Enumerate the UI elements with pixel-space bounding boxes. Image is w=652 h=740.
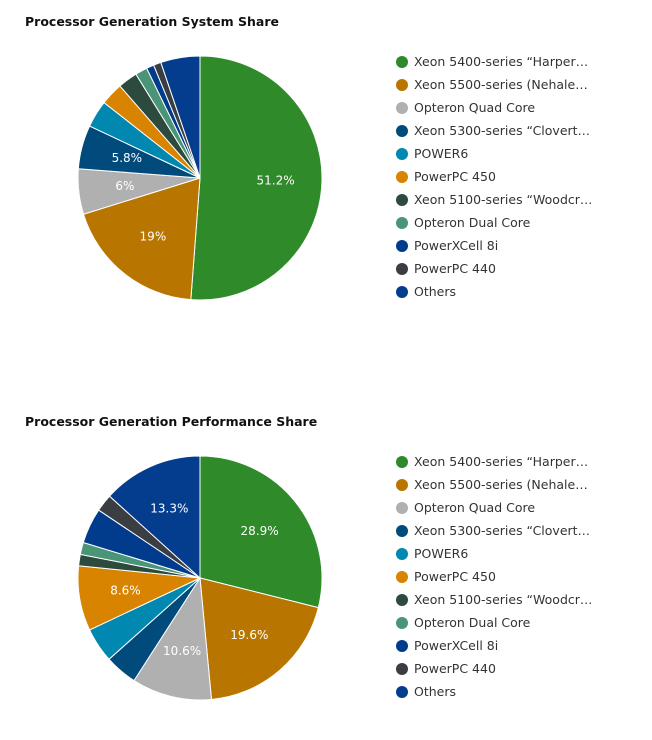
performance-share-chart: Processor Generation Performance Share 2… [0, 400, 652, 740]
legend-item-xeon-5300-series-clovert[interactable]: Xeon 5300-series “Clovert… [396, 119, 592, 142]
legend-item-xeon-5300-series-clovert[interactable]: Xeon 5300-series “Clovert… [396, 519, 592, 542]
legend-item-xeon-5500-series-nehale[interactable]: Xeon 5500-series (Nehale… [396, 73, 592, 96]
legend-label: PowerXCell 8i [414, 238, 499, 253]
legend-label: Opteron Dual Core [414, 215, 531, 230]
chart-title: Processor Generation System Share [25, 14, 279, 29]
legend-label: PowerPC 450 [414, 569, 496, 584]
pie-chart: 28.9% 19.6% 10.6% 8.6% 13.3% [77, 455, 323, 701]
slice-data-label: 19.6% [230, 628, 268, 642]
legend-item-powerxcell-8i[interactable]: PowerXCell 8i [396, 234, 592, 257]
legend-item-opteron-quad-core[interactable]: Opteron Quad Core [396, 96, 592, 119]
pie-slice-xeon-5500-series-nehale [82, 177, 201, 301]
chart-title: Processor Generation Performance Share [25, 414, 318, 429]
slice-data-label: 13.3% [150, 501, 188, 515]
legend-label: Xeon 5100-series “Woodcr… [414, 192, 593, 207]
legend-swatch [396, 662, 408, 675]
legend-label: PowerPC 440 [414, 261, 496, 276]
legend-swatch [396, 193, 408, 206]
slice-data-label: 10.6% [163, 644, 201, 658]
legend-label: PowerXCell 8i [414, 638, 499, 653]
legend-item-others[interactable]: Others [396, 680, 592, 703]
legend-swatch [396, 78, 408, 91]
legend: Xeon 5400-series “Harper… Xeon 5500-serie… [396, 50, 592, 303]
legend-item-opteron-dual-core[interactable]: Opteron Dual Core [396, 211, 592, 234]
legend-swatch [396, 216, 408, 229]
legend-item-powerpc-440[interactable]: PowerPC 440 [396, 657, 592, 680]
legend-item-xeon-5400-series-harper[interactable]: Xeon 5400-series “Harper… [396, 450, 592, 473]
legend-swatch [396, 478, 408, 491]
legend-label: Others [414, 284, 457, 299]
pie-slice-others [160, 55, 201, 179]
legend-swatch [396, 593, 408, 606]
legend-label: Xeon 5500-series (Nehale… [414, 77, 588, 92]
pie-slice-xeon-5400-series-harper [190, 55, 323, 301]
legend-item-others[interactable]: Others [396, 280, 592, 303]
legend-swatch [396, 262, 408, 275]
legend-label: Xeon 5500-series (Nehale… [414, 477, 588, 492]
legend-swatch [396, 639, 408, 652]
legend-swatch [396, 239, 408, 252]
legend-item-power6[interactable]: POWER6 [396, 542, 592, 565]
pie-chart: 51.2% 19% 6% 5.8% [77, 55, 323, 301]
legend-swatch [396, 616, 408, 629]
legend-label: Xeon 5100-series “Woodcr… [414, 592, 593, 607]
slice-data-label: 8.6% [110, 583, 140, 597]
slice-data-label: 5.8% [112, 151, 143, 165]
pie-slice-others [108, 455, 201, 580]
legend-label: POWER6 [414, 546, 469, 561]
legend-swatch [396, 170, 408, 183]
legend-swatch [396, 547, 408, 560]
legend-label: Xeon 5300-series “Clovert… [414, 523, 591, 538]
legend-label: POWER6 [414, 146, 469, 161]
legend-item-xeon-5400-series-harper[interactable]: Xeon 5400-series “Harper… [396, 50, 592, 73]
legend-item-powerpc-450[interactable]: PowerPC 450 [396, 565, 592, 588]
legend-item-opteron-quad-core[interactable]: Opteron Quad Core [396, 496, 592, 519]
legend-item-opteron-dual-core[interactable]: Opteron Dual Core [396, 611, 592, 634]
legend-swatch [396, 147, 408, 160]
slice-data-label: 6% [115, 179, 134, 193]
legend-label: Opteron Dual Core [414, 615, 531, 630]
legend-item-xeon-5500-series-nehale[interactable]: Xeon 5500-series (Nehale… [396, 473, 592, 496]
pie-slice-opteron-quad-core [133, 576, 213, 701]
pie-slice-xeon-5400-series-harper [199, 455, 323, 609]
legend-label: Xeon 5400-series “Harper… [414, 454, 589, 469]
legend-swatch [396, 524, 408, 537]
legend-swatch [396, 501, 408, 514]
legend-label: Others [414, 684, 457, 699]
legend-label: PowerPC 440 [414, 661, 496, 676]
legend-item-powerpc-440[interactable]: PowerPC 440 [396, 257, 592, 280]
legend-swatch [396, 285, 408, 298]
legend-item-power6[interactable]: POWER6 [396, 142, 592, 165]
legend-item-powerpc-450[interactable]: PowerPC 450 [396, 165, 592, 188]
legend-swatch [396, 455, 408, 468]
legend-label: Xeon 5400-series “Harper… [414, 54, 589, 69]
legend-swatch [396, 55, 408, 68]
legend-item-powerxcell-8i[interactable]: PowerXCell 8i [396, 634, 592, 657]
legend-item-xeon-5100-series-woodcr[interactable]: Xeon 5100-series “Woodcr… [396, 588, 592, 611]
legend-item-xeon-5100-series-woodcr[interactable]: Xeon 5100-series “Woodcr… [396, 188, 592, 211]
slice-data-label: 51.2% [257, 173, 295, 187]
legend-swatch [396, 685, 408, 698]
legend-label: PowerPC 450 [414, 169, 496, 184]
legend-swatch [396, 570, 408, 583]
slice-data-label: 28.9% [241, 524, 279, 538]
legend-swatch [396, 124, 408, 137]
system-share-chart: Processor Generation System Share 51.2% 1… [0, 0, 652, 340]
legend-label: Opteron Quad Core [414, 500, 536, 515]
legend: Xeon 5400-series “Harper… Xeon 5500-serie… [396, 450, 592, 703]
legend-label: Opteron Quad Core [414, 100, 536, 115]
legend-label: Xeon 5300-series “Clovert… [414, 123, 591, 138]
pie-slice-xeon-5500-series-nehale [199, 577, 319, 701]
legend-swatch [396, 101, 408, 114]
slice-data-label: 19% [140, 230, 167, 244]
